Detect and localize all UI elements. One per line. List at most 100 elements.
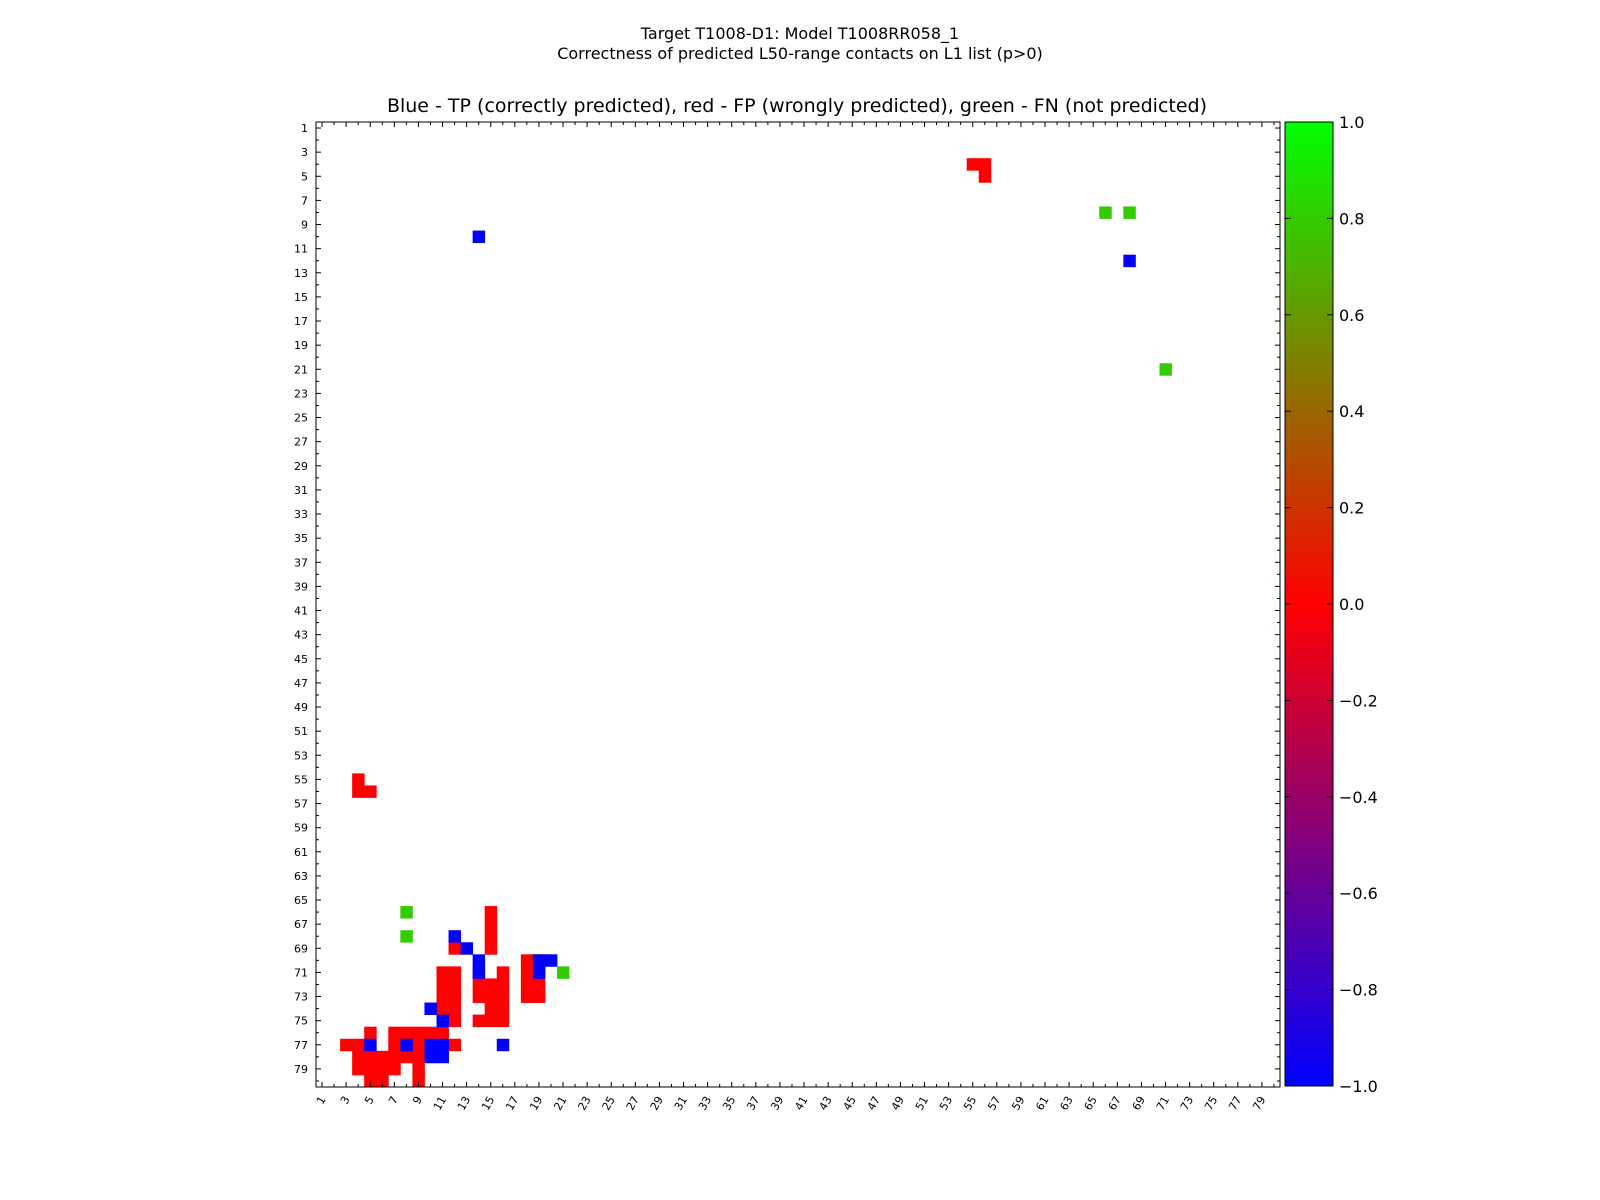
x-tick-label: 75 bbox=[1202, 1094, 1220, 1113]
cell-fp bbox=[978, 170, 992, 183]
x-tick-label: 13 bbox=[455, 1094, 473, 1113]
cell-fn bbox=[400, 906, 413, 919]
cell-tp bbox=[1123, 254, 1136, 268]
x-tick-label: 31 bbox=[672, 1094, 690, 1113]
plot-title: Blue - TP (correctly predicted), red - F… bbox=[387, 95, 1207, 117]
cell-fp bbox=[520, 990, 534, 1003]
x-tick-label: 67 bbox=[1106, 1094, 1124, 1113]
cell-fp bbox=[496, 978, 510, 991]
cell-fp bbox=[496, 990, 510, 1003]
cell-fp bbox=[412, 1026, 425, 1040]
cell-fp bbox=[520, 954, 534, 967]
cell-fp bbox=[436, 1002, 449, 1016]
cell-fp bbox=[412, 1062, 425, 1076]
cell-fp bbox=[436, 966, 449, 979]
cell-fp bbox=[412, 1050, 425, 1064]
y-tick-label: 53 bbox=[294, 749, 308, 762]
cell-fp bbox=[472, 978, 486, 991]
x-tick-label: 43 bbox=[816, 1094, 834, 1113]
cell-tp bbox=[532, 966, 546, 979]
figure-subtitle: Correctness of predicted L50-range conta… bbox=[557, 44, 1043, 63]
y-tick-label: 61 bbox=[294, 846, 308, 859]
cell-tp bbox=[424, 1050, 437, 1064]
cell-fp bbox=[448, 1002, 461, 1016]
y-tick-label: 1 bbox=[301, 122, 308, 135]
cell-fp bbox=[436, 978, 449, 991]
cell-fp bbox=[340, 1038, 353, 1052]
cell-fp bbox=[388, 1050, 401, 1064]
x-tick-label: 47 bbox=[865, 1094, 883, 1113]
cell-fp bbox=[436, 990, 449, 1003]
cell-fp bbox=[520, 978, 534, 991]
cell-tp bbox=[436, 1050, 449, 1064]
x-tick-label: 79 bbox=[1250, 1094, 1268, 1113]
cell-fp bbox=[472, 1014, 486, 1028]
x-tick-label: 17 bbox=[503, 1094, 521, 1113]
cell-fp bbox=[388, 1062, 401, 1076]
y-tick-label: 27 bbox=[294, 436, 308, 449]
y-tick-label: 21 bbox=[294, 363, 308, 376]
cell-fp bbox=[484, 930, 498, 943]
cell-fp bbox=[448, 990, 461, 1003]
cell-fp bbox=[412, 1074, 425, 1088]
cell-fp bbox=[496, 966, 510, 979]
cell-fp bbox=[376, 1074, 389, 1088]
x-tick-label: 55 bbox=[961, 1094, 979, 1113]
colorbar-tick-label: −0.2 bbox=[1339, 691, 1378, 710]
y-tick-label: 41 bbox=[294, 605, 308, 618]
y-tick-label: 43 bbox=[294, 629, 308, 642]
cell-fp bbox=[966, 158, 980, 171]
y-tick-label: 5 bbox=[301, 170, 308, 183]
cell-fn bbox=[1123, 206, 1136, 219]
cell-fn bbox=[1099, 206, 1112, 219]
colorbar-tick-label: 1.0 bbox=[1339, 113, 1364, 132]
colorbar-tick-label: 0.6 bbox=[1339, 306, 1364, 325]
y-tick-label: 45 bbox=[294, 653, 308, 666]
x-tick-label: 59 bbox=[1009, 1094, 1027, 1113]
cell-fp bbox=[388, 1038, 401, 1052]
cell-fn bbox=[400, 930, 413, 943]
y-tick-label: 19 bbox=[294, 339, 308, 352]
cell-fn bbox=[1159, 363, 1172, 376]
y-tick-label: 65 bbox=[294, 894, 308, 907]
x-tick-label: 49 bbox=[889, 1094, 907, 1113]
cell-tp bbox=[496, 1038, 510, 1052]
cell-fp bbox=[352, 1038, 365, 1052]
x-tick-label: 41 bbox=[792, 1094, 810, 1113]
y-tick-label: 31 bbox=[294, 484, 308, 497]
cell-fp bbox=[978, 158, 992, 171]
cell-tp bbox=[472, 954, 486, 967]
x-tick-label: 33 bbox=[696, 1094, 714, 1113]
cell-fp bbox=[484, 990, 498, 1003]
y-tick-label: 29 bbox=[294, 460, 308, 473]
y-tick-label: 13 bbox=[294, 267, 308, 280]
cell-tp bbox=[472, 966, 486, 979]
x-tick-label: 63 bbox=[1057, 1094, 1075, 1113]
x-tick-label: 69 bbox=[1130, 1094, 1148, 1113]
y-tick-label: 51 bbox=[294, 725, 308, 738]
cell-fp bbox=[496, 1014, 510, 1028]
y-tick-label: 37 bbox=[294, 556, 308, 569]
cell-fp bbox=[484, 918, 498, 931]
y-tick-label: 75 bbox=[294, 1015, 308, 1028]
cell-fp bbox=[484, 1014, 498, 1028]
y-tick-label: 69 bbox=[294, 942, 308, 955]
x-tick-label: 27 bbox=[624, 1094, 642, 1113]
cell-fp bbox=[364, 1062, 377, 1076]
cell-fn bbox=[557, 966, 570, 979]
y-tick-label: 67 bbox=[294, 918, 308, 931]
x-tick-label: 35 bbox=[720, 1094, 738, 1113]
y-tick-label: 25 bbox=[294, 412, 308, 425]
cell-fp bbox=[472, 990, 486, 1003]
cell-fp bbox=[496, 1002, 510, 1016]
x-tick-label: 19 bbox=[527, 1094, 545, 1113]
cell-fp bbox=[484, 942, 498, 955]
cell-fp bbox=[448, 978, 461, 991]
colorbar-tick-label: −0.8 bbox=[1339, 981, 1378, 1000]
cell-fp bbox=[376, 1062, 389, 1076]
colorbar-tick-label: −0.6 bbox=[1339, 884, 1378, 903]
cell-fp bbox=[364, 1074, 377, 1088]
y-tick-label: 33 bbox=[294, 508, 308, 521]
y-tick-label: 49 bbox=[294, 701, 308, 714]
